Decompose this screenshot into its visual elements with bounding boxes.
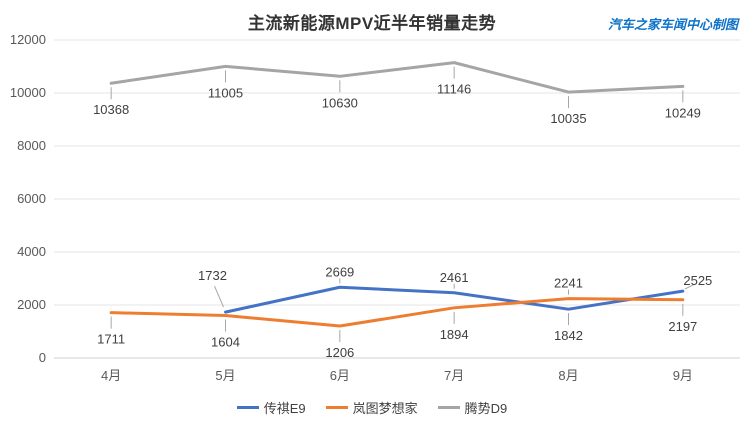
series-line-2 [109,61,685,94]
data-label: 2241 [554,276,583,291]
legend-item-0: 传祺E9 [236,398,306,417]
series-line-0 [224,285,685,314]
legend-swatch-2 [437,406,460,409]
y-tick-label: 4000 [17,244,46,259]
watermark: 汽车之家车闻中心制图 [607,17,738,32]
data-label: 2461 [440,270,469,285]
x-tick-label: 7月 [444,368,464,383]
y-tick-label: 10000 [10,85,46,100]
data-label: 10368 [93,102,129,117]
x-tick-label: 9月 [673,368,693,383]
y-tick-label: 8000 [17,138,46,153]
data-label: 2197 [668,319,697,334]
legend-item-1: 岚图梦想家 [325,398,418,417]
data-label: 2525 [683,273,712,288]
data-label: 1604 [211,334,240,349]
x-tick-label: 4月 [101,368,121,383]
data-label: 10630 [322,95,358,110]
legend-label-1: 岚图梦想家 [352,401,418,416]
y-tick-label: 6000 [17,191,46,206]
x-tick-label: 6月 [330,368,350,383]
data-label: 1206 [325,345,354,360]
data-label: 1711 [97,332,125,347]
data-label: 2669 [325,264,354,279]
y-tick-label: 12000 [10,32,46,47]
legend-swatch-1 [325,406,348,409]
legend-item-2: 腾势D9 [437,398,508,417]
y-tick-label: 0 [39,350,46,365]
x-tick-label: 5月 [215,368,235,383]
legend-label-2: 腾势D9 [464,401,508,416]
data-label: 11005 [208,85,243,100]
label-leader [214,285,224,308]
series-line-1 [109,297,685,328]
chart-title: 主流新能源MPV近半年销量走势 [247,14,497,33]
data-label: 10249 [665,105,701,120]
legend-swatch-0 [236,406,259,409]
data-label: 1842 [554,328,583,343]
x-tick-label: 8月 [558,368,578,383]
data-label: 10035 [550,111,586,126]
y-tick-label: 2000 [17,297,46,312]
data-label: 1732 [198,268,227,283]
data-label: 1894 [440,327,469,342]
legend: 传祺E9 岚图梦想家 腾势D9 [0,398,744,417]
data-label: 11146 [437,82,471,97]
label-leader [684,283,696,290]
legend-label-0: 传祺E9 [263,401,306,416]
